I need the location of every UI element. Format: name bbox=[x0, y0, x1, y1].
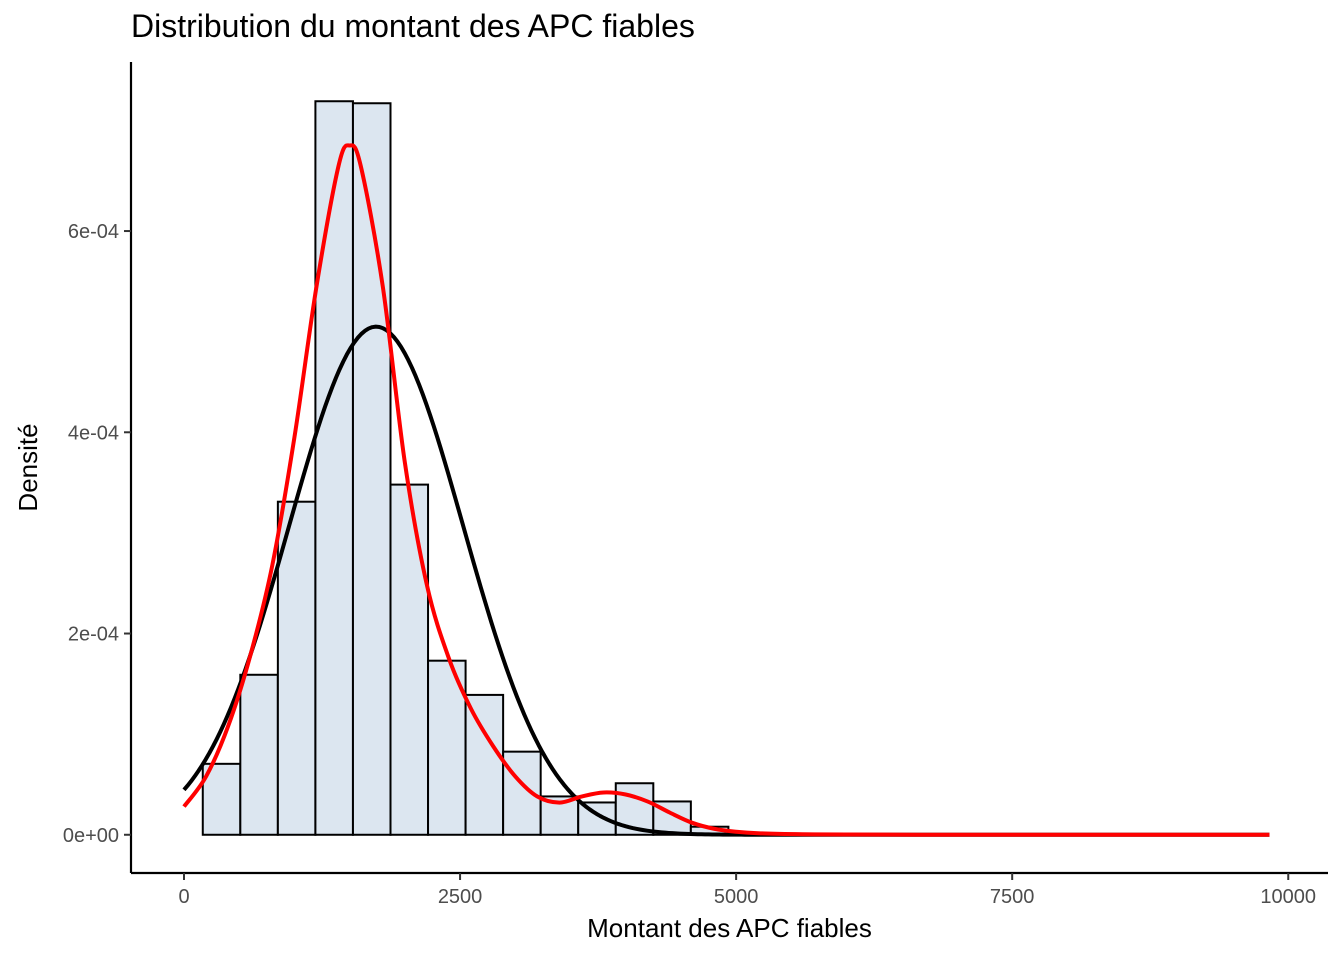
histogram-bar bbox=[201, 762, 242, 836]
density-curves bbox=[182, 143, 1270, 837]
x-tick-label: 5000 bbox=[714, 886, 759, 908]
x-tick-label: 7500 bbox=[990, 886, 1035, 908]
y-tick-label: 4e-04 bbox=[68, 422, 119, 444]
histogram-bar bbox=[427, 659, 467, 836]
histogram-bars bbox=[201, 100, 730, 836]
histogram-bar bbox=[464, 693, 505, 836]
chart-title: Distribution du montant des APC fiables bbox=[131, 8, 695, 44]
histogram-bar bbox=[314, 100, 354, 836]
x-tick-label: 10000 bbox=[1260, 886, 1316, 908]
y-tick-label: 0e+00 bbox=[63, 825, 119, 847]
y-axis-ticks: 0e+00 2e-04 4e-04 6e-04 bbox=[63, 221, 131, 847]
y-axis-title: Densité bbox=[13, 423, 43, 511]
x-tick-label: 2500 bbox=[438, 886, 483, 908]
x-axis-title: Montant des APC fiables bbox=[587, 913, 872, 943]
x-axis-ticks: 0 2500 5000 7500 10000 bbox=[178, 873, 1316, 908]
y-tick-label: 6e-04 bbox=[68, 221, 119, 243]
x-tick-label: 0 bbox=[178, 886, 189, 908]
y-tick-label: 2e-04 bbox=[68, 624, 119, 646]
kernel-density-curve bbox=[182, 143, 1270, 837]
histogram-bar bbox=[389, 483, 430, 836]
histogram-bar bbox=[239, 673, 279, 836]
